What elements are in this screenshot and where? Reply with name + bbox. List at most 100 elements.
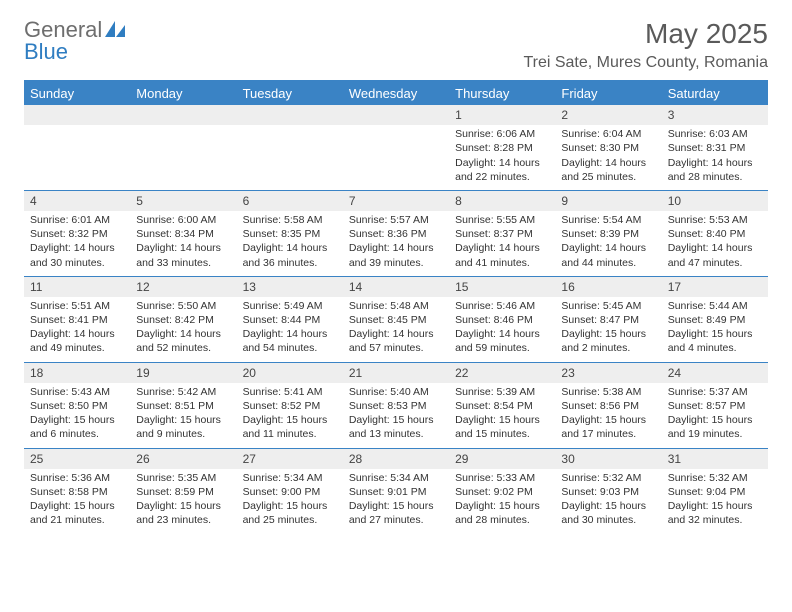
sunset-text: Sunset: 8:46 PM [455,313,549,327]
logo-word2: Blue [24,41,125,63]
day-number: 29 [449,448,555,469]
daylight-text: Daylight: 15 hours and 9 minutes. [136,413,230,441]
weekday-header: Monday [130,82,236,105]
sunset-text: Sunset: 8:57 PM [668,399,762,413]
calendar-day-cell: 4Sunrise: 6:01 AMSunset: 8:32 PMDaylight… [24,190,130,276]
sunrise-text: Sunrise: 5:57 AM [349,213,443,227]
calendar-day-cell: 18Sunrise: 5:43 AMSunset: 8:50 PMDayligh… [24,362,130,448]
day-number: 1 [449,105,555,125]
calendar-day-cell: 29Sunrise: 5:33 AMSunset: 9:02 PMDayligh… [449,448,555,534]
day-number: 24 [662,362,768,383]
sunset-text: Sunset: 8:40 PM [668,227,762,241]
daylight-text: Daylight: 15 hours and 17 minutes. [561,413,655,441]
calendar-week-row: 11Sunrise: 5:51 AMSunset: 8:41 PMDayligh… [24,276,768,362]
day-body: Sunrise: 5:42 AMSunset: 8:51 PMDaylight:… [130,383,236,448]
calendar-day-cell: 8Sunrise: 5:55 AMSunset: 8:37 PMDaylight… [449,190,555,276]
daylight-text: Daylight: 15 hours and 6 minutes. [30,413,124,441]
calendar-day-cell: 7Sunrise: 5:57 AMSunset: 8:36 PMDaylight… [343,190,449,276]
day-body: Sunrise: 5:36 AMSunset: 8:58 PMDaylight:… [24,469,130,534]
sunrise-text: Sunrise: 5:35 AM [136,471,230,485]
sunset-text: Sunset: 9:02 PM [455,485,549,499]
calendar-week-row: 4Sunrise: 6:01 AMSunset: 8:32 PMDaylight… [24,190,768,276]
daylight-text: Daylight: 15 hours and 15 minutes. [455,413,549,441]
sunrise-text: Sunrise: 5:42 AM [136,385,230,399]
daylight-text: Daylight: 14 hours and 44 minutes. [561,241,655,269]
daylight-text: Daylight: 14 hours and 52 minutes. [136,327,230,355]
daylight-text: Daylight: 15 hours and 19 minutes. [668,413,762,441]
daylight-text: Daylight: 14 hours and 39 minutes. [349,241,443,269]
sunset-text: Sunset: 8:45 PM [349,313,443,327]
sunrise-text: Sunrise: 5:49 AM [243,299,337,313]
day-number: 22 [449,362,555,383]
weekday-header: Thursday [449,82,555,105]
sunset-text: Sunset: 8:54 PM [455,399,549,413]
weekday-header: Saturday [662,82,768,105]
day-body: Sunrise: 5:44 AMSunset: 8:49 PMDaylight:… [662,297,768,362]
day-number: 31 [662,448,768,469]
calendar-day-cell: 28Sunrise: 5:34 AMSunset: 9:01 PMDayligh… [343,448,449,534]
calendar-day-cell: 14Sunrise: 5:48 AMSunset: 8:45 PMDayligh… [343,276,449,362]
day-body: Sunrise: 5:32 AMSunset: 9:04 PMDaylight:… [662,469,768,534]
calendar-day-cell: 12Sunrise: 5:50 AMSunset: 8:42 PMDayligh… [130,276,236,362]
calendar-week-row: 25Sunrise: 5:36 AMSunset: 8:58 PMDayligh… [24,448,768,534]
sunset-text: Sunset: 9:01 PM [349,485,443,499]
day-body: Sunrise: 5:55 AMSunset: 8:37 PMDaylight:… [449,211,555,276]
sunrise-text: Sunrise: 6:03 AM [668,127,762,141]
calendar-day-cell: 16Sunrise: 5:45 AMSunset: 8:47 PMDayligh… [555,276,661,362]
day-number: 10 [662,190,768,211]
sunset-text: Sunset: 8:47 PM [561,313,655,327]
sunset-text: Sunset: 8:50 PM [30,399,124,413]
sunrise-text: Sunrise: 6:06 AM [455,127,549,141]
day-body: Sunrise: 6:06 AMSunset: 8:28 PMDaylight:… [449,125,555,190]
sunrise-text: Sunrise: 5:40 AM [349,385,443,399]
weekday-header: Wednesday [343,82,449,105]
day-body: Sunrise: 5:48 AMSunset: 8:45 PMDaylight:… [343,297,449,362]
sunrise-text: Sunrise: 5:36 AM [30,471,124,485]
daylight-text: Daylight: 14 hours and 41 minutes. [455,241,549,269]
sunrise-text: Sunrise: 5:37 AM [668,385,762,399]
sunrise-text: Sunrise: 6:04 AM [561,127,655,141]
sunset-text: Sunset: 8:34 PM [136,227,230,241]
daylight-text: Daylight: 15 hours and 2 minutes. [561,327,655,355]
sunset-text: Sunset: 8:32 PM [30,227,124,241]
day-body: Sunrise: 5:37 AMSunset: 8:57 PMDaylight:… [662,383,768,448]
daylight-text: Daylight: 14 hours and 25 minutes. [561,156,655,184]
sunset-text: Sunset: 8:44 PM [243,313,337,327]
day-number: 6 [237,190,343,211]
calendar-table: Sunday Monday Tuesday Wednesday Thursday… [24,82,768,533]
daylight-text: Daylight: 14 hours and 22 minutes. [455,156,549,184]
day-body: Sunrise: 5:32 AMSunset: 9:03 PMDaylight:… [555,469,661,534]
sunset-text: Sunset: 8:36 PM [349,227,443,241]
sunset-text: Sunset: 8:42 PM [136,313,230,327]
sunrise-text: Sunrise: 5:43 AM [30,385,124,399]
day-number: 8 [449,190,555,211]
sunrise-text: Sunrise: 5:54 AM [561,213,655,227]
day-number: 27 [237,448,343,469]
sunrise-text: Sunrise: 6:01 AM [30,213,124,227]
sunrise-text: Sunrise: 5:45 AM [561,299,655,313]
sunrise-text: Sunrise: 5:33 AM [455,471,549,485]
day-number: 14 [343,276,449,297]
day-number: 15 [449,276,555,297]
calendar-day-cell: 23Sunrise: 5:38 AMSunset: 8:56 PMDayligh… [555,362,661,448]
calendar-day-cell: 9Sunrise: 5:54 AMSunset: 8:39 PMDaylight… [555,190,661,276]
calendar-day-cell: 13Sunrise: 5:49 AMSunset: 8:44 PMDayligh… [237,276,343,362]
calendar-day-cell: 21Sunrise: 5:40 AMSunset: 8:53 PMDayligh… [343,362,449,448]
daylight-text: Daylight: 15 hours and 4 minutes. [668,327,762,355]
day-number: 30 [555,448,661,469]
daylight-text: Daylight: 14 hours and 57 minutes. [349,327,443,355]
day-number: 11 [24,276,130,297]
sunset-text: Sunset: 8:59 PM [136,485,230,499]
sunrise-text: Sunrise: 5:38 AM [561,385,655,399]
day-body: Sunrise: 6:01 AMSunset: 8:32 PMDaylight:… [24,211,130,276]
day-number: 20 [237,362,343,383]
day-body: Sunrise: 5:49 AMSunset: 8:44 PMDaylight:… [237,297,343,362]
sunset-text: Sunset: 8:52 PM [243,399,337,413]
calendar-day-cell: 15Sunrise: 5:46 AMSunset: 8:46 PMDayligh… [449,276,555,362]
title-block: May 2025 Trei Sate, Mures County, Romani… [523,18,768,72]
daylight-text: Daylight: 15 hours and 25 minutes. [243,499,337,527]
sunset-text: Sunset: 8:41 PM [30,313,124,327]
day-body: Sunrise: 5:50 AMSunset: 8:42 PMDaylight:… [130,297,236,362]
day-body: Sunrise: 5:39 AMSunset: 8:54 PMDaylight:… [449,383,555,448]
day-number: 2 [555,105,661,125]
